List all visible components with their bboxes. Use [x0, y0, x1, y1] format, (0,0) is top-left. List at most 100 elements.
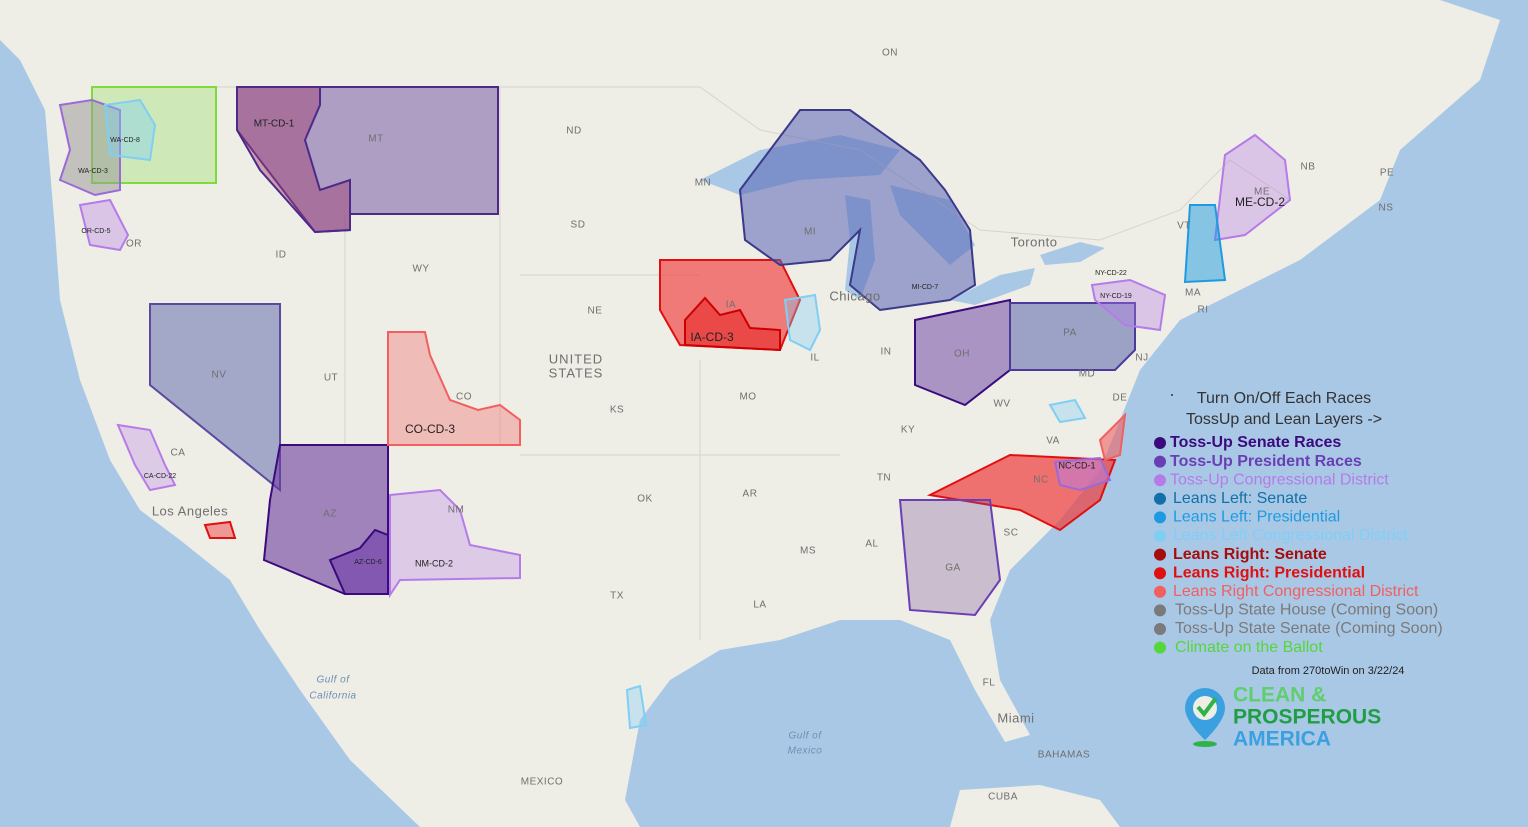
nc-coast: [1098, 412, 1127, 462]
tx-left: [625, 684, 648, 730]
legend-swatch[interactable]: [1154, 567, 1166, 580]
legend-swatch[interactable]: [1154, 511, 1166, 524]
logo-text: PROSPEROUS: [1233, 706, 1381, 729]
regions: [58, 86, 1292, 730]
district-label: OR-CD-5: [81, 228, 110, 235]
legend-item[interactable]: Leans Left: Senate: [1154, 490, 1307, 507]
logo-text: AMERICA: [1233, 728, 1331, 751]
lake-ontario: [1040, 242, 1105, 265]
legend-label[interactable]: Toss-Up State Senate (Coming Soon): [1175, 620, 1443, 637]
wa-cd-8: [103, 98, 157, 162]
legend-swatch[interactable]: [1154, 492, 1166, 505]
legend-item[interactable]: Leans Right: Presidential: [1154, 564, 1365, 581]
legend-item[interactable]: Toss-Up State House (Coming Soon): [1154, 602, 1438, 619]
place-label: DE: [1113, 393, 1128, 404]
place-label: NC: [1033, 475, 1048, 486]
legend-item[interactable]: Toss-Up Congressional District: [1154, 471, 1389, 488]
legend-swatch[interactable]: [1154, 585, 1166, 598]
legend-label[interactable]: Leans Right Congressional District: [1173, 583, 1419, 600]
legend-item[interactable]: Leans Right: Senate: [1154, 546, 1327, 563]
logo: [1185, 688, 1225, 747]
legend-item[interactable]: Toss-Up President Races: [1154, 453, 1362, 470]
place-label: IA: [726, 300, 736, 311]
legend-label[interactable]: Leans Right: Presidential: [1173, 564, 1365, 581]
legend-label[interactable]: Leans Left: Senate: [1173, 490, 1307, 507]
legend-marker: [1171, 394, 1173, 396]
place-label: NE: [588, 306, 603, 317]
place-label: TX: [610, 591, 624, 602]
co-cd-3: [387, 331, 521, 446]
district-label: NC-CD-1: [1059, 460, 1096, 470]
borders: [92, 86, 1291, 640]
place-label: SC: [1004, 528, 1019, 539]
place-label: OK: [637, 494, 652, 505]
place-label: AR: [743, 489, 758, 500]
az-cd-6: [328, 528, 389, 595]
legend-label[interactable]: Toss-Up Senate Races: [1170, 434, 1341, 451]
place-label: IN: [881, 347, 892, 358]
legend-swatch[interactable]: [1154, 530, 1166, 542]
logo-text: CLEAN &: [1233, 684, 1326, 707]
place-label: MD: [1079, 369, 1096, 380]
legend-item[interactable]: Leans Left: Presidential: [1154, 509, 1340, 526]
place-label: MN: [695, 178, 712, 189]
place-label: VA: [1046, 436, 1060, 447]
place-label: AL: [865, 539, 878, 550]
place-label: VT: [1177, 221, 1191, 232]
legend-swatch[interactable]: [1154, 474, 1166, 487]
place-label: WV: [993, 399, 1010, 410]
place-label: ME: [1254, 187, 1270, 198]
legend-label[interactable]: Toss-Up President Races: [1170, 453, 1362, 470]
place-label: NB: [1301, 162, 1316, 173]
legend-item[interactable]: Toss-Up Senate Races: [1154, 434, 1341, 451]
pa: [1009, 302, 1136, 371]
place-label: MEXICO: [521, 777, 563, 788]
place-label: PE: [1380, 168, 1394, 179]
nc-cd-1: [1053, 456, 1112, 492]
district-label: NY-CD-19: [1100, 293, 1132, 300]
legend-label[interactable]: Toss-Up State House (Coming Soon): [1175, 602, 1438, 619]
legend-label[interactable]: Climate on the Ballot: [1175, 639, 1323, 656]
legend-item[interactable]: Leans Right Congressional District: [1154, 583, 1419, 600]
district-label: CO-CD-3: [405, 422, 455, 436]
legend-label[interactable]: Leans Right: Senate: [1173, 546, 1327, 563]
place-label: KY: [901, 425, 915, 436]
place-label: NM: [448, 505, 465, 516]
place-label: MT: [368, 134, 383, 145]
district-label: WA-CD-8: [110, 137, 140, 144]
legend-item[interactable]: Leans Left Congressional District: [1154, 527, 1408, 544]
place-label: Miami: [997, 710, 1034, 725]
legend-label[interactable]: Leans Left Congressional District: [1173, 527, 1408, 544]
legend-label[interactable]: Toss-Up Congressional District: [1170, 471, 1389, 488]
nh: [1183, 204, 1227, 284]
legend-swatch[interactable]: [1154, 437, 1166, 449]
place-label: Gulf of: [789, 731, 823, 742]
legend-swatch[interactable]: [1154, 548, 1166, 561]
place-label: SD: [571, 220, 586, 231]
place-label: Mexico: [788, 746, 823, 757]
place-label: UT: [324, 373, 338, 384]
district-label: MI-CD-7: [912, 284, 939, 291]
legend-swatch[interactable]: [1154, 604, 1166, 617]
place-label: FL: [983, 678, 996, 689]
place-label: PA: [1063, 328, 1077, 339]
place-label: GA: [945, 563, 960, 574]
place-label: Los Angeles: [152, 503, 228, 518]
legend-swatch[interactable]: [1154, 455, 1166, 468]
legend-swatch[interactable]: [1154, 641, 1166, 654]
legend-item[interactable]: Climate on the Ballot: [1154, 639, 1323, 656]
va-left: [1048, 398, 1087, 424]
place-label: UNITED: [549, 351, 603, 366]
place-label: NS: [1379, 203, 1394, 214]
place-label: MS: [800, 546, 816, 557]
mt-cd-1: [236, 86, 351, 234]
legend-item[interactable]: Toss-Up State Senate (Coming Soon): [1154, 620, 1443, 637]
ia-cd-3: [684, 296, 781, 352]
place-label: ON: [882, 48, 898, 59]
legend-swatch[interactable]: [1154, 623, 1166, 635]
legend-label[interactable]: Leans Left: Presidential: [1173, 509, 1340, 526]
